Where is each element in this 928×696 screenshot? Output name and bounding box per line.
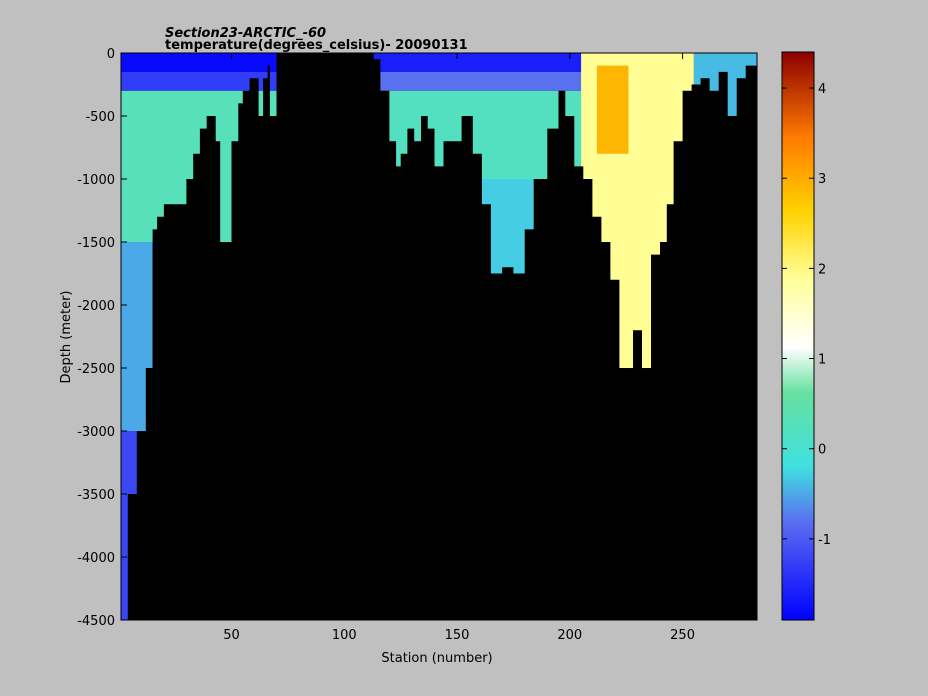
x-tick-label: 150: [445, 628, 470, 643]
plot-frame: [120, 52, 758, 621]
y-tick-label: 0: [107, 47, 115, 62]
y-tick-label: -500: [85, 110, 115, 125]
water-column-fill: [121, 53, 757, 620]
water-layer-11: [596, 65, 629, 154]
x-tick-label: 100: [332, 628, 357, 643]
colorbar-ticks: -1 0 1 2 3 4: [782, 82, 831, 548]
water-layer-2: [121, 71, 277, 91]
y-tick-label: -1500: [77, 236, 115, 251]
colorbar-tick-label: -1: [818, 533, 831, 548]
colorbar-gradient: [781, 51, 815, 621]
y-tick-label: -4000: [77, 551, 115, 566]
plot-area: [120, 52, 758, 621]
x-tick-label: 200: [557, 628, 582, 643]
x-tick-label: 50: [223, 628, 240, 643]
data-gap: [276, 53, 374, 620]
x-axis: 50 100 150 200 250: [223, 53, 695, 643]
colorbar-tick-label: 4: [818, 82, 826, 97]
y-tick-label: -1000: [77, 173, 115, 188]
chart-title-line2: temperature(degrees_celsius)- 20090131: [165, 38, 468, 53]
colorbar: -1 0 1 2 3 4: [781, 51, 831, 621]
colorbar-tick-label: 0: [818, 443, 826, 458]
y-tick-label: -3000: [77, 425, 115, 440]
colorbar-tick-label: 3: [818, 172, 826, 187]
y-axis-label: Depth (meter): [59, 291, 74, 384]
colorbar-tick-label: 2: [818, 262, 826, 277]
y-tick-label: -4500: [77, 614, 115, 629]
y-axis: 0 -500 -1000 -1500 -2000 -2500 -3000 -3500 -4000…: [77, 47, 757, 629]
water-layer-1: [121, 53, 277, 72]
chart-title-line1: Section23-ARCTIC_-60: [165, 26, 326, 41]
y-tick-label: -2000: [77, 299, 115, 314]
x-tick-label: 250: [670, 628, 695, 643]
x-axis-label: Station (number): [381, 651, 492, 666]
water-layer-7: [373, 71, 593, 91]
y-tick-label: -3500: [77, 488, 115, 503]
y-tick-label: -2500: [77, 362, 115, 377]
colorbar-tick-label: 1: [818, 353, 826, 368]
water-layer-6: [373, 53, 593, 72]
